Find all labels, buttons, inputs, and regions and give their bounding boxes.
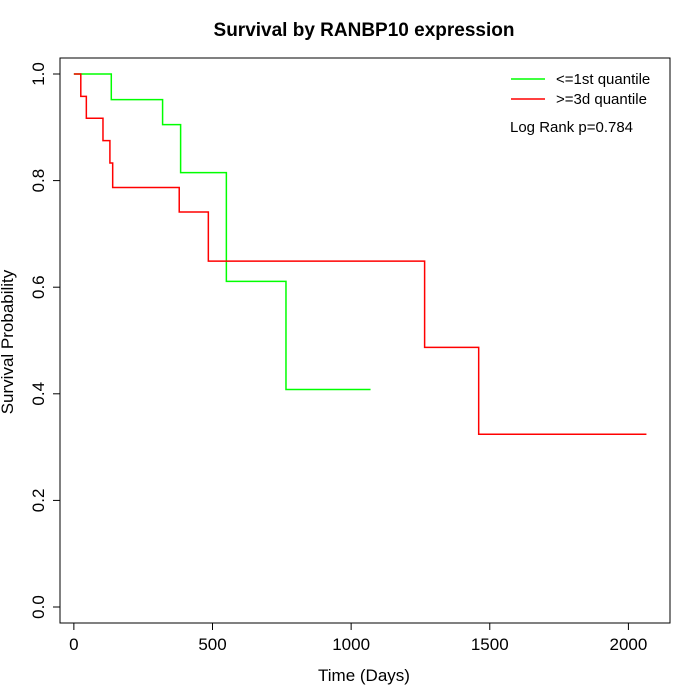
legend-label: <=1st quantile	[556, 71, 650, 88]
chart-title: Survival by RANBP10 expression	[214, 20, 515, 41]
series-line-1	[73, 73, 371, 391]
x-tick-label: 0	[69, 635, 78, 654]
y-tick-label: 0.0	[29, 595, 48, 619]
x-tick-label: 500	[198, 635, 226, 654]
series-layer	[73, 73, 647, 436]
y-tick-label: 0.6	[29, 275, 48, 299]
x-axis: 0 500 1000 1500 2000	[69, 622, 647, 654]
x-tick-label: 1000	[332, 635, 370, 654]
log-rank-annotation: Log Rank p=0.784	[510, 119, 633, 136]
plot-frame	[59, 57, 671, 624]
x-tick-label: 1500	[471, 635, 509, 654]
y-tick-label: 0.2	[29, 489, 48, 513]
y-tick-label: 1.0	[29, 62, 48, 86]
y-tick-label: 0.8	[29, 169, 48, 193]
x-axis-label: Time (Days)	[318, 666, 410, 685]
y-tick-label: 0.4	[29, 382, 48, 406]
y-axis: 0.0 0.2 0.4 0.6 0.8 1.0	[29, 62, 61, 619]
y-axis-label: Survival Probability	[0, 269, 17, 414]
x-tick-label: 2000	[609, 635, 647, 654]
series-line-2	[73, 73, 647, 436]
legend: <=1st quantile >=3d quantile	[511, 71, 650, 108]
legend-label: >=3d quantile	[556, 91, 647, 108]
